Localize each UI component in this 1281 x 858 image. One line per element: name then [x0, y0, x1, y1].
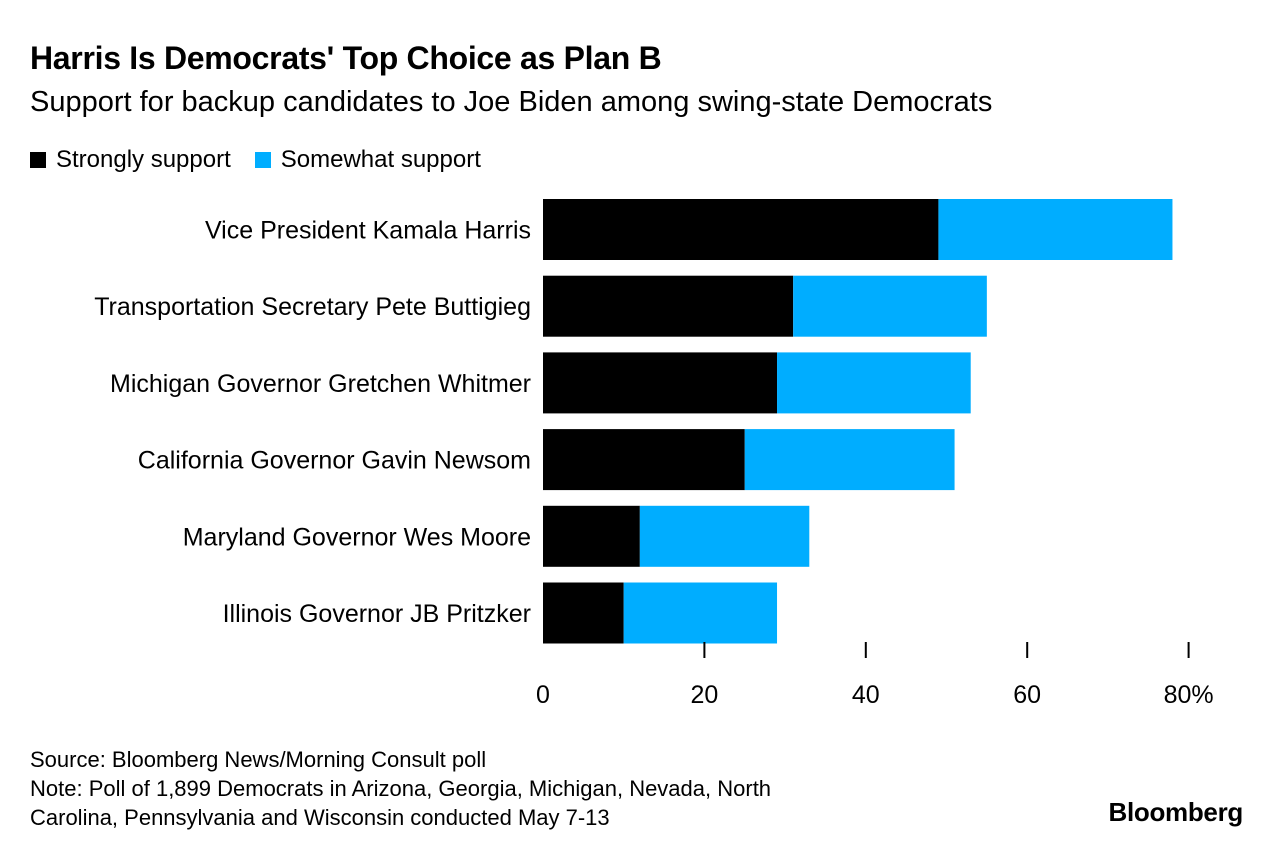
bar-strongly-support-0: [543, 199, 939, 260]
legend-item-strongly-support: Strongly support: [30, 146, 231, 174]
category-label-5: Illinois Governor JB Pritzker: [223, 600, 531, 628]
x-tick-label-0: 0: [536, 681, 550, 709]
bar-somewhat-support-5: [623, 582, 778, 644]
legend-item-somewhat-support: Somewhat support: [254, 146, 481, 174]
poll-note-line-1: Note: Poll of 1,899 Democrats in Arizona…: [30, 776, 772, 801]
bar-somewhat-support-4: [639, 505, 810, 567]
bar-strongly-support-4: [543, 505, 640, 567]
source-note: Source: Bloomberg News/Morning Consult p…: [30, 747, 487, 772]
category-label-4: Maryland Governor Wes Moore: [183, 523, 531, 551]
category-label-0: Vice President Kamala Harris: [205, 217, 531, 245]
poll-note-line-2: Carolina, Pennsylvania and Wisconsin con…: [30, 805, 610, 830]
x-tick-label-1: 20: [690, 681, 718, 709]
legend-label-strongly-support: Strongly support: [56, 146, 231, 173]
bar-strongly-support-3: [543, 429, 745, 491]
x-tick-label-2: 40: [852, 681, 880, 709]
x-tick-label-4: 80%: [1164, 681, 1214, 709]
bar-somewhat-support-1: [793, 275, 987, 337]
bar-somewhat-support-0: [938, 199, 1173, 260]
chart-footer: Source: Bloomberg News/Morning Consult p…: [30, 745, 771, 832]
bar-somewhat-support-3: [744, 429, 955, 491]
bar-strongly-support-1: [543, 275, 794, 337]
category-label-3: California Governor Gavin Newsom: [138, 447, 531, 475]
chart-title: Harris Is Democrats' Top Choice as Plan …: [30, 40, 662, 76]
legend-label-somewhat-support: Somewhat support: [280, 146, 481, 173]
category-label-1: Transportation Secretary Pete Buttigieg: [94, 293, 531, 321]
chart-subtitle: Support for backup candidates to Joe Bid…: [30, 86, 993, 118]
bar-strongly-support-5: [543, 582, 624, 644]
legend-swatch-somewhat-support: [254, 152, 271, 168]
bloomberg-logo: Bloomberg: [1108, 797, 1243, 827]
bar-somewhat-support-2: [777, 352, 971, 414]
chart-legend: Strongly support Somewhat support: [30, 146, 505, 174]
category-label-2: Michigan Governor Gretchen Whitmer: [110, 370, 531, 398]
bar-strongly-support-2: [543, 352, 778, 414]
x-tick-label-3: 60: [1013, 681, 1041, 709]
bar-chart: Vice President Kamala Harris Transportati…: [94, 199, 1214, 709]
legend-swatch-strongly-support: [30, 152, 46, 168]
